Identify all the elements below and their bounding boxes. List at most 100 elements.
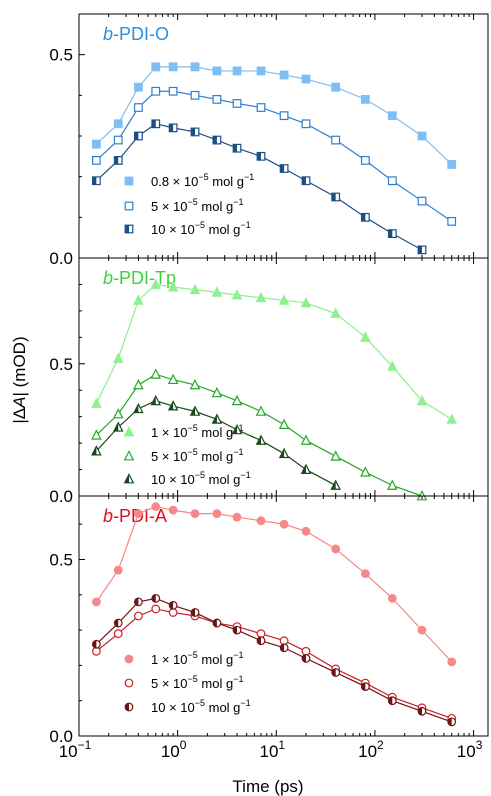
panel-2-series-2-point-outline bbox=[150, 368, 162, 379]
panel-title-italic: b bbox=[103, 24, 113, 44]
panel-2-series-2-point bbox=[330, 450, 341, 461]
legend-label-name-exp: −5 bbox=[188, 197, 198, 207]
panel-3-series-3-point-fill bbox=[92, 640, 97, 649]
panel-1-series-3-fit bbox=[95, 123, 423, 251]
y-tick-label: 0.5 bbox=[49, 46, 73, 65]
panel-1-series-1-point-outline bbox=[387, 111, 397, 121]
panel-3-series-1-point-outline bbox=[133, 509, 143, 519]
panel-2-series-3-point bbox=[231, 423, 243, 435]
panel-1-series-1-point bbox=[212, 66, 222, 76]
panel-2-series-2-point bbox=[133, 379, 144, 390]
panel-3-series-2-point bbox=[133, 611, 143, 621]
panel-1-series-3-point-fill bbox=[280, 164, 285, 173]
panel-1-series-3-point-fill bbox=[213, 136, 217, 144]
panel-3-series-1-point-outline bbox=[331, 544, 341, 554]
legend-label-name-unit: mol g bbox=[198, 676, 233, 691]
panel-1-series-1-point bbox=[447, 160, 457, 169]
panel-3-series-1-point-outline bbox=[212, 509, 222, 519]
panel-1-series-2-point bbox=[331, 135, 341, 145]
panel-3-series-3-point bbox=[113, 618, 123, 628]
panel-1-series-3-point-fill bbox=[151, 120, 156, 128]
panel-1-series-2-point-outline bbox=[212, 94, 222, 104]
panel-3-series-3-point bbox=[168, 601, 178, 610]
panel-3-series-1-point bbox=[91, 597, 101, 607]
panel-2-series-2-point bbox=[300, 434, 312, 445]
panel-1-series-2-point-outline bbox=[168, 86, 178, 96]
panel-1-series-2-point-outline bbox=[447, 217, 457, 226]
panel-3-series-1-point-outline bbox=[360, 569, 370, 579]
panel-2-series-1-point-outline bbox=[150, 278, 162, 289]
x-tick-label-base: 10 bbox=[457, 742, 476, 761]
panel-1: 0.00.5b-PDI-O0.8 × 10−5 mol g−15 × 10−5 … bbox=[49, 13, 489, 268]
panel-2-series-1-point bbox=[416, 394, 428, 406]
panel-2-series-3-point-fill bbox=[151, 396, 156, 405]
panel-1-series-3-point-fill bbox=[257, 152, 262, 161]
legend-label-name-unit: mol g bbox=[205, 222, 240, 237]
panel-2-series-3-point bbox=[133, 402, 144, 414]
panel-3-series-1-point bbox=[232, 512, 242, 522]
panel-2-series-1-point-outline bbox=[112, 352, 124, 363]
x-tick-label: 102 bbox=[358, 738, 384, 761]
panel-2-series-2-point-outline bbox=[133, 379, 144, 390]
panel-3-series-3-point bbox=[279, 643, 289, 653]
panel-2-series-3-point bbox=[330, 479, 341, 490]
panel-1-series-3-point-fill bbox=[134, 132, 139, 140]
panel-2-series-3-point bbox=[278, 447, 290, 459]
panel-3-series-1-point-outline bbox=[91, 597, 101, 607]
panel-2-series-3-point-fill bbox=[331, 480, 336, 490]
panel-2-series-1-point-outline bbox=[189, 283, 201, 295]
panel-1-legend-3-label: 10 × 10−5 mol g−1 bbox=[151, 220, 251, 237]
panel-1-series-3-point bbox=[190, 127, 200, 137]
y-axis-label-suffix: | (mOD) bbox=[10, 336, 29, 396]
legend-label-name-exp: −5 bbox=[188, 423, 198, 433]
legend-label-name-unit: mol g bbox=[205, 472, 240, 487]
legend-label-name-unit-exp: −1 bbox=[233, 447, 243, 457]
panel-3-series-3-point bbox=[387, 696, 397, 706]
panel-1-series-3-point bbox=[360, 212, 370, 222]
x-tick-label-exp: −1 bbox=[78, 738, 92, 752]
panel-1-series-3-point bbox=[113, 156, 123, 165]
panel-3-series-3-point-fill bbox=[447, 718, 452, 726]
panel-3-series-3-point-fill bbox=[280, 643, 285, 652]
y-tick-label: 0.5 bbox=[49, 551, 73, 570]
panel-1-series-1-fit bbox=[95, 66, 453, 165]
panel-1-series-2-point bbox=[301, 119, 311, 129]
panel-title-italic: b bbox=[103, 506, 113, 526]
panel-3-series-1-point-outline bbox=[256, 516, 266, 526]
panel-1-series-2-point bbox=[232, 99, 242, 108]
panel-2-legend-1-marker bbox=[123, 426, 135, 437]
panel-2-series-3-point bbox=[91, 445, 102, 456]
panels: 0.00.5b-PDI-O0.8 × 10−5 mol g−15 × 10−5 … bbox=[49, 13, 489, 761]
panel-1-series-3-point bbox=[279, 164, 289, 173]
panel-1-legend-3-marker-fill bbox=[125, 225, 129, 233]
panel-title-rest: -PDI-Tp bbox=[113, 268, 176, 288]
panel-3-series-3-point bbox=[331, 668, 341, 677]
legend-label-name-exp: −5 bbox=[188, 674, 198, 684]
panel-2-series-3-point-fill bbox=[92, 446, 97, 455]
panel-3-series-1-point bbox=[190, 509, 200, 519]
panel-2-series-1-point-outline bbox=[255, 291, 267, 303]
panel-1-series-2-point bbox=[417, 196, 427, 206]
x-tick-label: 100 bbox=[161, 738, 187, 761]
panel-2-series-1-fit bbox=[95, 283, 453, 420]
panel-3-series-1-point-outline bbox=[387, 593, 397, 603]
legend-label-name-unit: mol g bbox=[198, 449, 233, 464]
panel-3-legend-1-label: 1 × 10−5 mol g−1 bbox=[151, 650, 243, 667]
panel-1-series-1-point bbox=[256, 66, 266, 76]
legend-label-name-base: 0.8 × 10 bbox=[151, 174, 198, 189]
panel-2-series-1-point bbox=[278, 294, 290, 305]
legend-label-name-exp: −5 bbox=[195, 698, 205, 708]
panel-3-series-1-fit bbox=[95, 505, 453, 663]
panel-2-series-2-fit bbox=[95, 373, 423, 497]
legend-label-name-exp: −5 bbox=[188, 447, 198, 457]
panel-3: 0.00.5b-PDI-A1 × 10−5 mol g−15 × 10−5 mo… bbox=[49, 495, 489, 746]
panel-1-series-3-point bbox=[212, 135, 222, 145]
panel-3-legend-2-label: 5 × 10−5 mol g−1 bbox=[151, 674, 243, 691]
panel-2-series-1-point bbox=[112, 352, 124, 363]
panel-1-series-3-point-fill bbox=[92, 176, 97, 185]
panel-2-series-1-point-outline bbox=[300, 297, 312, 308]
panel-2-series-1-point-outline bbox=[278, 294, 290, 305]
panel-2-series-2-point bbox=[167, 373, 179, 385]
panel-1-series-1-point-outline bbox=[279, 70, 289, 80]
